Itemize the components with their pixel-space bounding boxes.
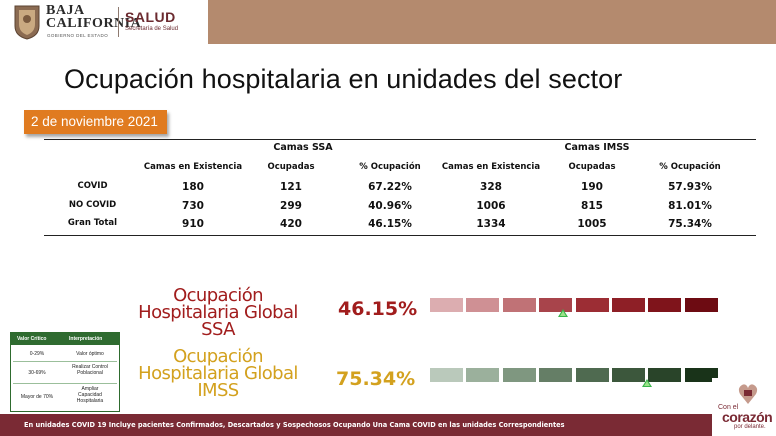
- col-header-ocupadas-imss: Ocupadas: [568, 162, 616, 172]
- imss-scale-segment: [612, 368, 645, 382]
- footer-note: En unidades COVID 19 Incluye pacientes C…: [24, 421, 565, 429]
- cell-imss-ocupadas: 815: [581, 200, 603, 212]
- legend-header: Valor Crítico Interpretación: [11, 333, 119, 345]
- ssa-scale-segment: [612, 298, 645, 312]
- row-label: Gran Total: [67, 218, 118, 228]
- ssa-gauge-value: 46.15%: [338, 298, 418, 320]
- col-header-ocupadas-ssa: Ocupadas: [267, 162, 315, 172]
- ssa-scale-segment: [466, 298, 500, 312]
- org-name: BAJA CALIFORNIA: [46, 3, 142, 31]
- ssa-scale-segment: [430, 298, 463, 312]
- imss-scale-segment: [684, 368, 718, 382]
- imss-scale-segment: [539, 368, 573, 382]
- footer-band: [0, 414, 712, 436]
- interpretation-legend: Valor Crítico Interpretación 0-29% Valor…: [10, 332, 120, 412]
- cell-imss-ocupadas: 1005: [577, 218, 607, 230]
- imss-scale-segment: [575, 368, 609, 382]
- cell-imss-pct: 57.93%: [668, 181, 712, 193]
- dept-name: SALUD: [125, 9, 176, 25]
- row-label: NO COVID: [68, 200, 117, 210]
- cell-ssa-existencia: 910: [182, 218, 204, 230]
- legend-divider: [13, 383, 117, 384]
- imss-gauge-label: Ocupación Hospitalaria Global IMSS: [138, 346, 298, 401]
- cell-imss-existencia: 328: [480, 181, 502, 193]
- cell-ssa-ocupadas: 121: [280, 181, 302, 193]
- ssa-level-marker-icon: [557, 309, 568, 317]
- cell-ssa-pct: 46.15%: [368, 218, 412, 230]
- imss-scale-segment: [502, 368, 536, 382]
- campaign-logo-line1: Con el: [718, 404, 739, 411]
- imss-scale-segment: [430, 368, 463, 382]
- cell-imss-ocupadas: 190: [581, 181, 603, 193]
- page-title: Ocupación hospitalaria en unidades del s…: [64, 64, 623, 94]
- cell-imss-pct: 81.01%: [668, 200, 712, 212]
- cell-ssa-ocupadas: 420: [280, 218, 302, 230]
- campaign-logo: [712, 378, 776, 436]
- campaign-logo-line2: corazón: [722, 409, 773, 425]
- ssa-scale-segment: [539, 298, 573, 312]
- imss-gauge-value: 75.34%: [336, 368, 416, 390]
- campaign-logo-line3: por delante.: [734, 424, 766, 430]
- dept-subtitle: Secretaría de Salud: [125, 26, 179, 32]
- cell-imss-existencia: 1006: [476, 200, 506, 212]
- ssa-scale-segment: [502, 298, 536, 312]
- cell-imss-pct: 75.34%: [668, 218, 712, 230]
- legend-divider: [13, 361, 117, 362]
- col-header-pct-ssa: % Ocupación: [359, 162, 421, 172]
- cell-ssa-pct: 67.22%: [368, 181, 412, 193]
- shield-icon: [14, 5, 40, 40]
- table-bottom-rule: [44, 235, 756, 236]
- cell-imss-existencia: 1334: [476, 218, 506, 230]
- cell-ssa-pct: 40.96%: [368, 200, 412, 212]
- group-header-imss: Camas IMSS: [564, 142, 630, 153]
- col-header-existencia-ssa: Camas en Existencia: [143, 162, 243, 172]
- col-header-existencia-imss: Camas en Existencia: [441, 162, 541, 172]
- ssa-scale-segment: [648, 298, 682, 312]
- col-header-pct-imss: % Ocupación: [659, 162, 721, 172]
- cell-ssa-existencia: 180: [182, 181, 204, 193]
- header-divider: [118, 7, 119, 37]
- group-header-ssa: Camas SSA: [273, 142, 333, 153]
- imss-level-marker-icon: [641, 379, 652, 387]
- ssa-gauge-label: Ocupación Hospitalaria Global SSA: [138, 285, 298, 340]
- ssa-scale-segment: [684, 298, 718, 312]
- cell-ssa-existencia: 730: [182, 200, 204, 212]
- legend-header-col1: Valor Crítico: [17, 336, 47, 342]
- ssa-scale-segment: [575, 298, 609, 312]
- heart-icon: [738, 384, 758, 404]
- cell-ssa-ocupadas: 299: [280, 200, 302, 212]
- org-subtitle: GOBIERNO DEL ESTADO: [47, 33, 109, 38]
- date-badge: 2 de noviembre 2021: [24, 110, 167, 134]
- imss-scale-segment: [466, 368, 500, 382]
- legend-header-col2: Interpretación: [69, 336, 103, 342]
- imss-scale-segment: [648, 368, 682, 382]
- table-top-rule: [44, 139, 756, 140]
- row-label: COVID: [77, 181, 108, 191]
